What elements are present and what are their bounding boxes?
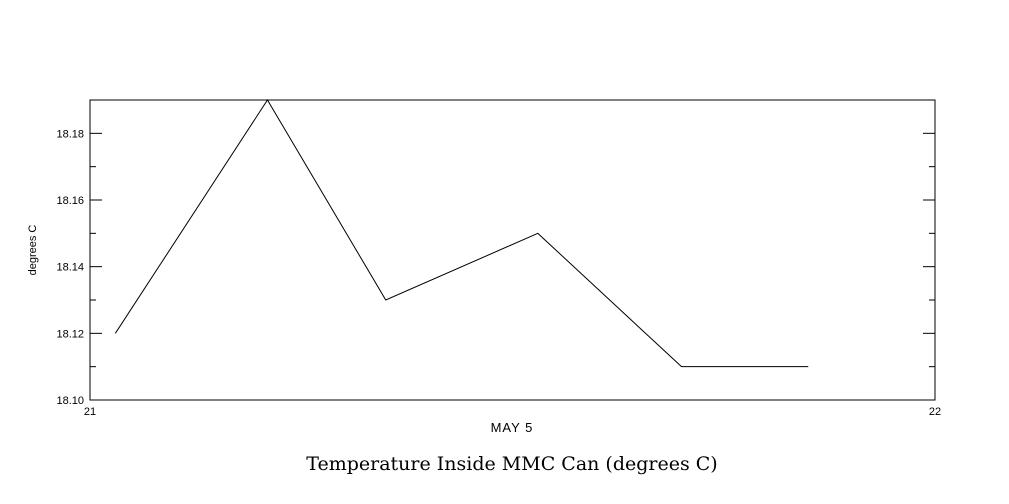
y-tick-label: 18.12 <box>56 328 84 340</box>
y-tick-label: 18.16 <box>56 195 84 207</box>
chart-title: Temperature Inside MMC Can (degrees C) <box>306 453 717 475</box>
x-tick-label: 22 <box>929 406 941 418</box>
x-axis-label: MAY 5 <box>491 420 534 435</box>
y-tick-label: 18.18 <box>56 128 84 140</box>
y-tick-label: 18.14 <box>56 262 84 274</box>
plot-border <box>89 99 936 401</box>
x-tick-label: 21 <box>84 406 96 418</box>
y-axis-label: degrees C <box>27 225 39 276</box>
data-line <box>114 99 809 368</box>
y-tick-label: 18.10 <box>56 395 84 407</box>
plot-area: 18.10 18.12 18.14 18.16 18.18 21 22 <box>56 99 941 418</box>
